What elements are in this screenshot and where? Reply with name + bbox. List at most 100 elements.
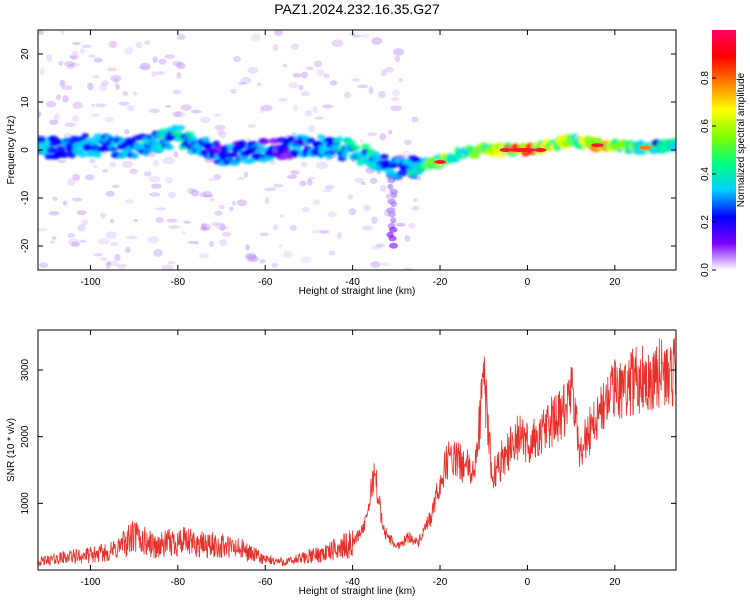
noise-blob <box>71 50 79 55</box>
snr-panel: -100 -80 -60 -40 -20 0 20 1000 2000 3000 Height of… <box>6 329 677 597</box>
noise-blob <box>412 197 418 203</box>
ridge-blob <box>55 145 68 152</box>
noise-blob <box>90 113 100 118</box>
ridge-blob <box>81 133 90 140</box>
noise-blob <box>67 233 76 238</box>
ridge-blob <box>317 134 326 141</box>
noise-blob <box>102 168 108 173</box>
colorbar-label: Normalized spectral amplitude <box>736 72 747 207</box>
noise-blob <box>290 170 301 175</box>
ridge-blob <box>257 138 270 145</box>
ridge-blob <box>244 157 257 164</box>
noise-blob <box>60 30 65 36</box>
noise-blob <box>388 129 393 135</box>
noise-blob <box>247 66 259 74</box>
noise-blob <box>361 34 371 38</box>
ridge-blob <box>361 143 371 150</box>
noise-blob <box>137 65 149 69</box>
noise-blob <box>190 189 200 197</box>
noise-blob <box>38 228 48 232</box>
noise-blob <box>289 224 297 231</box>
noise-blob <box>124 46 134 55</box>
noise-blob <box>264 187 277 192</box>
noise-blob <box>394 55 401 63</box>
figure-title: PAZ1.2024.232.16.35.G27 <box>274 1 440 17</box>
noise-blob <box>402 267 415 270</box>
ridge-blob <box>58 152 70 159</box>
noise-blob <box>52 196 58 202</box>
noise-blob <box>292 104 298 112</box>
noise-blob <box>395 223 405 227</box>
ridge-blob <box>275 154 288 161</box>
noise-blob <box>152 56 158 64</box>
noise-blob <box>122 91 129 97</box>
y-tick-label: 10 <box>20 96 31 108</box>
noise-blob <box>370 177 378 184</box>
x-axis-label: Height of straight line (km) <box>299 586 416 597</box>
noise-blob <box>244 252 257 260</box>
ridge-band <box>38 124 676 180</box>
noise-blob <box>199 116 211 124</box>
noise-blob <box>202 190 213 198</box>
noise-blob <box>230 88 237 94</box>
colorbar-tick-label: 0.2 <box>700 215 711 229</box>
noise-blob <box>121 160 133 169</box>
noise-blob <box>135 41 143 49</box>
noise-blob <box>97 238 110 245</box>
noise-blob <box>180 104 192 111</box>
ridge-blob <box>336 136 343 143</box>
noise-blob <box>243 171 249 178</box>
noise-blob <box>256 82 262 87</box>
noise-blob <box>98 83 108 92</box>
noise-blob <box>116 263 127 269</box>
noise-blob <box>323 188 332 193</box>
noise-blob <box>71 42 81 46</box>
noise-blob <box>105 190 115 197</box>
noise-blob <box>328 250 336 256</box>
noise-blob <box>109 241 119 247</box>
noise-blob <box>89 158 96 164</box>
noise-blob <box>315 161 328 170</box>
noise-blob <box>129 168 138 175</box>
noise-blob <box>79 239 87 243</box>
noise-blob <box>124 199 134 204</box>
noise-blob <box>191 109 202 114</box>
noise-blob <box>39 262 49 269</box>
noise-blob <box>312 229 322 234</box>
noise-blob <box>49 119 59 125</box>
noise-blob <box>164 54 175 59</box>
noise-blob <box>404 139 412 146</box>
noise-blob <box>173 151 179 158</box>
noise-blob <box>168 191 177 199</box>
noise-blob <box>118 101 130 106</box>
noise-blob <box>101 150 108 156</box>
noise-blob <box>322 104 334 109</box>
ridge-core <box>639 145 652 150</box>
noise-blob <box>67 178 76 187</box>
noise-blob <box>396 222 406 227</box>
x-tick-label: 0 <box>525 577 531 588</box>
noise-blob <box>176 72 182 79</box>
ridge-blob <box>77 151 88 158</box>
x-tick-label: -40 <box>345 277 360 288</box>
noise-blob <box>108 260 119 267</box>
noise-blob <box>299 180 307 187</box>
noise-blob <box>363 204 372 212</box>
noise-blob <box>271 262 279 269</box>
noise-blob <box>148 192 161 197</box>
noise-blob <box>64 122 76 127</box>
noise-blob <box>218 204 225 210</box>
noise-blob <box>81 44 92 49</box>
y-tick-label: 3000 <box>20 358 31 381</box>
noise-blob <box>203 194 214 198</box>
noise-blob <box>240 77 252 85</box>
noise-blob <box>162 156 175 165</box>
noise-blob <box>93 164 98 169</box>
noise-blob <box>63 132 72 139</box>
noise-blob <box>177 34 186 40</box>
noise-blob <box>356 84 369 89</box>
noise-blob <box>147 236 160 244</box>
noise-blob <box>327 211 337 218</box>
noise-blob <box>114 253 121 262</box>
noise-blob <box>183 220 191 224</box>
